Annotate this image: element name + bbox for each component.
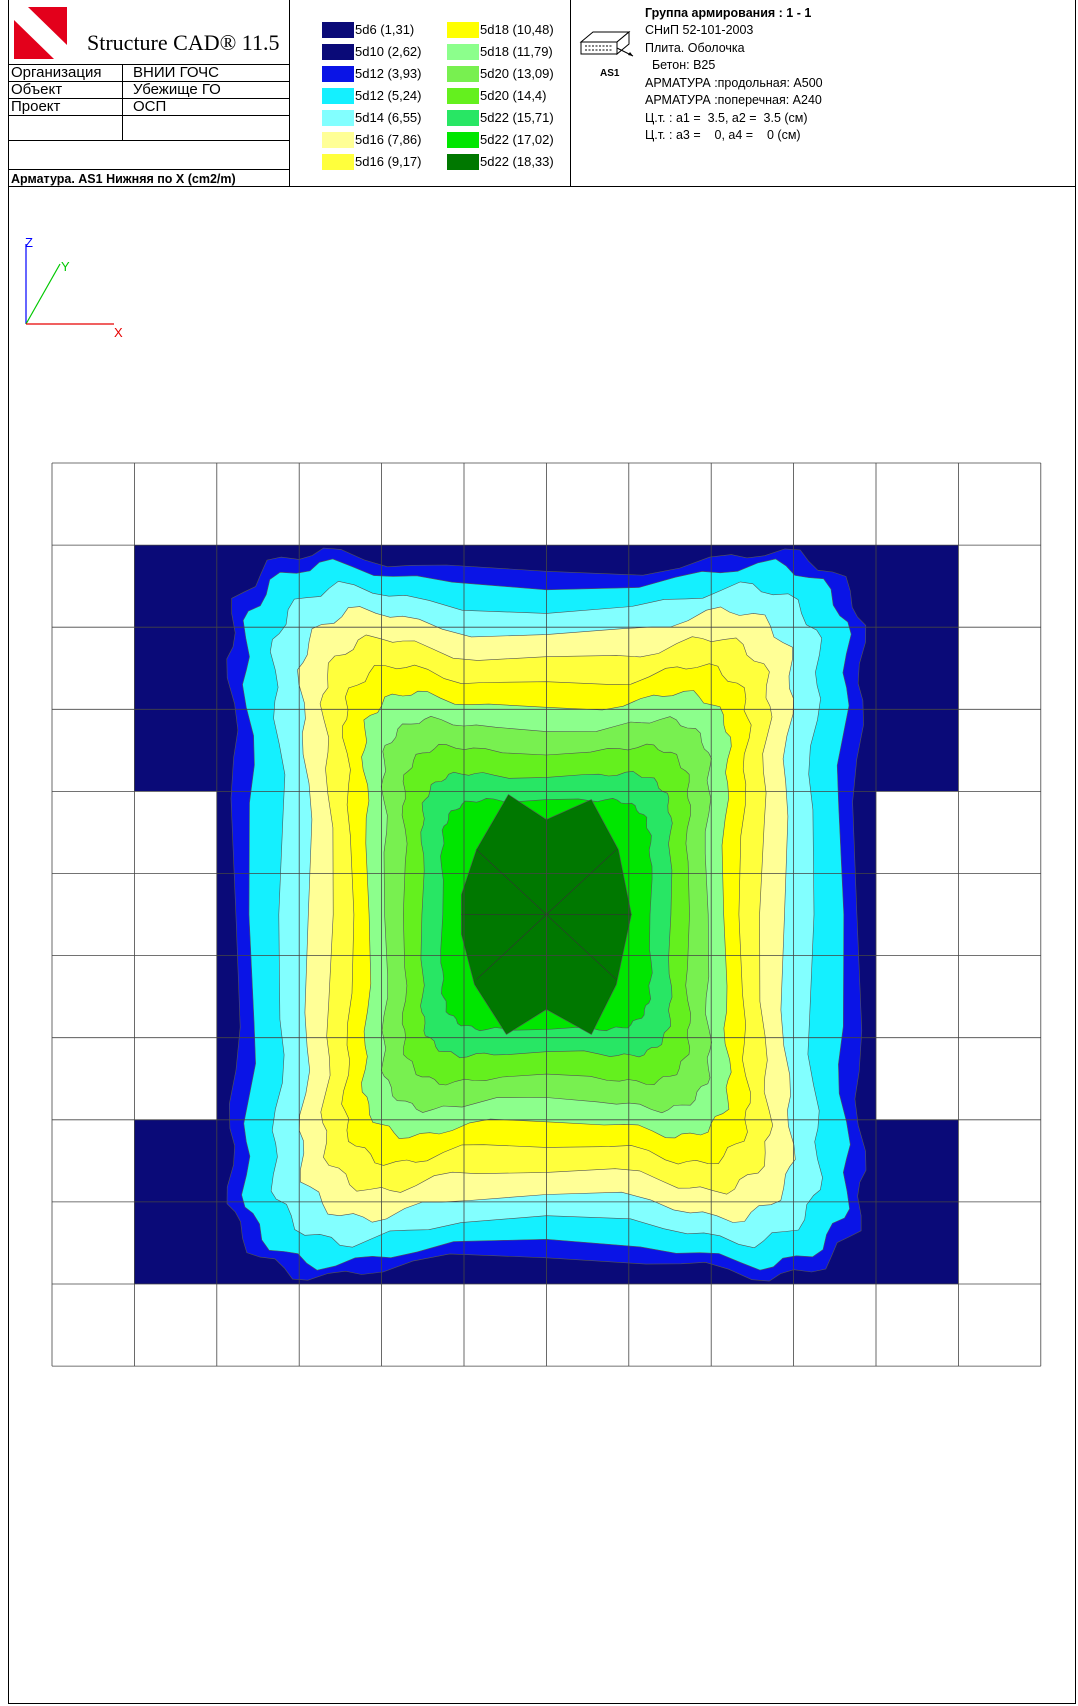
legend-swatch: [322, 44, 354, 60]
legend-label: 5d20 (14,4): [480, 88, 547, 103]
legend-label: 5d18 (11,79): [480, 44, 553, 59]
group-rebar-longitudinal: АРМАТУРА :продольная: A500: [645, 76, 823, 90]
legend-swatch: [322, 132, 354, 148]
slab-element-icon: [579, 30, 634, 57]
legend-label: 5d6 (1,31): [355, 22, 415, 37]
z-axis-label: Z: [25, 235, 33, 250]
legend-label: 5d22 (18,33): [480, 154, 554, 169]
scad-logo: [14, 7, 67, 59]
legend-label: 5d16 (9,17): [355, 154, 422, 169]
group-rebar-transverse: АРМАТУРА :поперечная: A240: [645, 93, 822, 107]
app-title: Structure CAD® 11.5: [87, 30, 280, 55]
group-code: СНиП 52-101-2003: [645, 23, 754, 37]
axes-triad: [25, 244, 114, 325]
info-value-object: Убежище ГО: [133, 81, 221, 98]
legend-swatch: [447, 132, 479, 148]
result-caption: Арматура. AS1 Нижняя по X (cm2/m): [11, 172, 236, 186]
legend-swatch: [447, 66, 479, 82]
legend-swatch: [322, 66, 354, 82]
legend-swatch: [322, 22, 354, 38]
group-title: Группа армирования : 1 - 1: [645, 6, 812, 20]
legend-label: 5d20 (13,09): [480, 66, 554, 81]
legend-swatch: [322, 110, 354, 126]
x-axis-label: X: [114, 325, 123, 340]
legend-swatch: [447, 44, 479, 60]
legend-swatch: [447, 22, 479, 38]
legend-label: 5d22 (15,71): [480, 110, 554, 125]
group-cover-a3-a4: Ц.т. : a3 = 0, a4 = 0 (см): [645, 128, 801, 142]
legend-label: 5d16 (7,86): [355, 132, 422, 147]
legend-swatch: [447, 110, 479, 126]
legend-swatch: [447, 154, 479, 170]
legend-label: 5d22 (17,02): [480, 132, 554, 147]
y-axis-label: Y: [61, 259, 70, 274]
info-label-project: Проект: [11, 98, 61, 115]
legend-label: 5d12 (3,93): [355, 66, 422, 81]
sheet-frame: [8, 0, 1076, 1704]
legend-label: 5d12 (5,24): [355, 88, 422, 103]
legend-label: 5d14 (6,55): [355, 110, 422, 125]
group-concrete: Бетон: B25: [645, 58, 716, 72]
title-block: Structure CAD® 11.5 Организация ВНИИ ГОЧ…: [8, 0, 1076, 187]
group-cover-a1-a2: Ц.т. : a1 = 3.5, a2 = 3.5 (см): [645, 111, 808, 125]
legend-label: 5d18 (10,48): [480, 22, 554, 37]
info-label-object: Объект: [11, 81, 63, 98]
legend-swatch: [322, 154, 354, 170]
group-element-type: Плита. Оболочка: [645, 41, 745, 55]
legend-label: 5d10 (2,62): [355, 44, 422, 59]
legend-swatch: [447, 88, 479, 104]
info-value-organization: ВНИИ ГОЧС: [133, 64, 220, 81]
info-value-project: ОСП: [133, 98, 167, 115]
slab-icon-label: AS1: [600, 68, 620, 79]
info-label-organization: Организация: [11, 64, 102, 81]
legend-swatch: [322, 88, 354, 104]
